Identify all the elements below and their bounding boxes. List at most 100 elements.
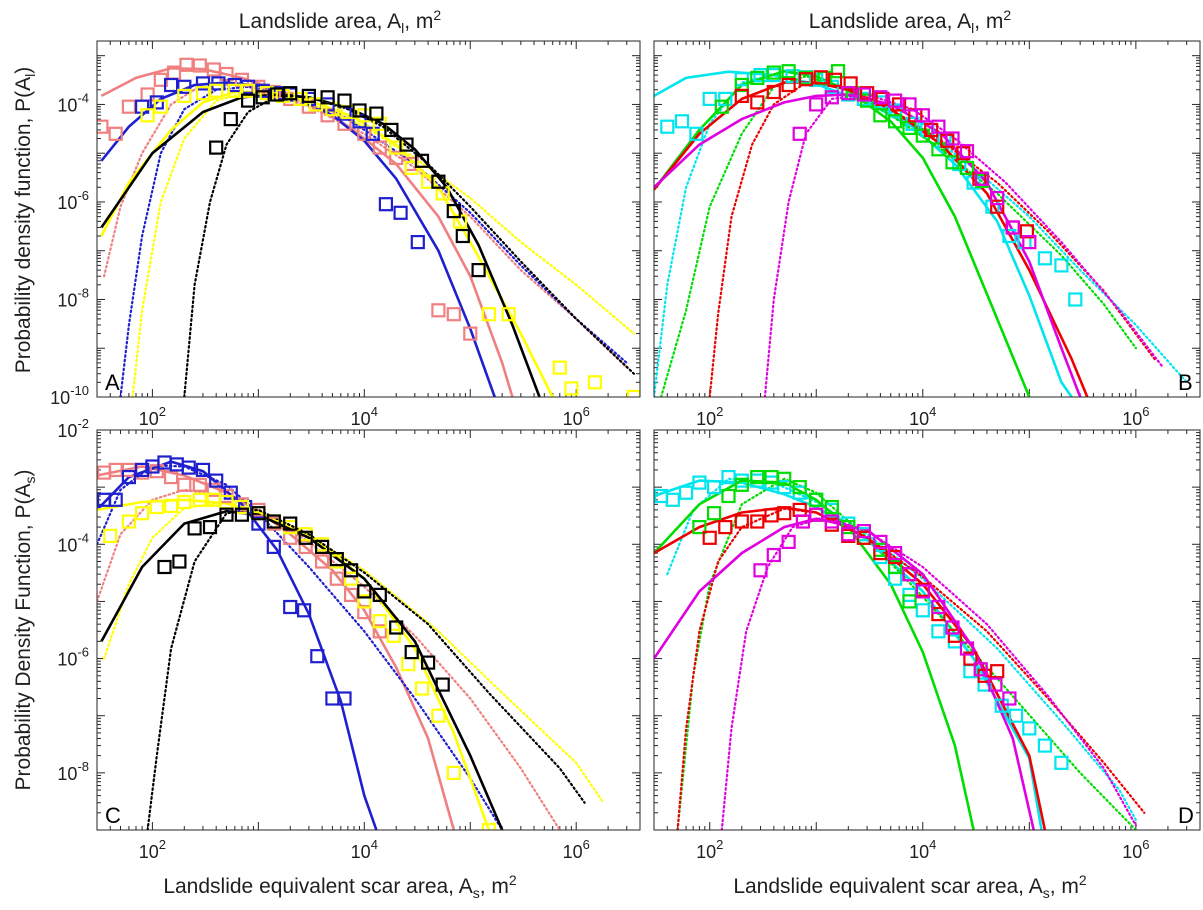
data-point-red: [734, 514, 749, 529]
data-point-black: [372, 587, 387, 603]
data-point-green: [959, 160, 975, 175]
data-point-yellow: [389, 140, 404, 155]
data-point-magenta: [887, 545, 903, 561]
data-point-yellow: [446, 765, 461, 781]
data-point-yellow: [501, 307, 516, 322]
data-point-cyan: [692, 475, 707, 490]
x-tick-base: 10: [1122, 842, 1142, 862]
data-point-cyan: [718, 91, 733, 107]
data-point-salmon: [192, 477, 207, 492]
x-tick-exp: 2: [716, 404, 723, 419]
data-point-magenta: [795, 514, 811, 529]
x-tick-base: 10: [351, 842, 371, 862]
data-point-salmon: [431, 303, 446, 318]
data-point-black: [172, 554, 187, 569]
data-point-red: [750, 514, 765, 529]
x-tick-exp: 4: [371, 837, 378, 852]
data-point-magenta: [945, 131, 960, 146]
x-tick-exp: 6: [583, 837, 590, 852]
x-tick-exp: 2: [159, 837, 166, 852]
data-point-red: [734, 88, 749, 104]
data-point-cyan: [977, 677, 992, 692]
y-tick-base: 10: [57, 650, 77, 670]
data-point-yellow: [552, 360, 567, 375]
data-point-green: [809, 492, 824, 507]
x-tick-label: 104: [909, 837, 936, 862]
y-tick-label: 10-2: [57, 416, 89, 441]
data-point-yellow: [103, 528, 118, 544]
data-point-black: [357, 584, 372, 599]
data-point-magenta: [973, 662, 988, 677]
data-point-green: [792, 480, 807, 495]
data-point-cyan: [1008, 708, 1024, 723]
data-point-cyan: [689, 126, 704, 141]
data-point-magenta: [902, 567, 917, 582]
data-point-blue: [195, 76, 211, 91]
x-tick-label: 102: [139, 404, 166, 429]
data-point-black: [384, 122, 399, 138]
y-tick-label: 10-6: [57, 188, 89, 213]
data-point-black: [446, 204, 461, 219]
data-point-yellow: [587, 375, 603, 390]
data-point-black: [234, 507, 249, 522]
data-point-magenta: [887, 93, 903, 108]
data-point-green: [766, 65, 781, 80]
plot-area: [654, 41, 1200, 397]
data-point-magenta: [959, 144, 975, 159]
x-tick-base: 10: [909, 409, 929, 429]
data-point-green: [721, 488, 736, 504]
data-point-yellow: [121, 514, 137, 529]
data-point-yellow: [149, 499, 164, 515]
data-point-cyan: [915, 603, 930, 618]
data-point-blue: [283, 599, 298, 615]
data-point-blue: [135, 462, 150, 477]
x-tick-exp: 6: [1142, 837, 1149, 852]
data-point-red: [990, 199, 1005, 214]
x-tick-base: 10: [139, 409, 159, 429]
data-point-black: [435, 677, 450, 692]
x-tick-exp: 2: [716, 837, 723, 852]
data-point-red: [859, 86, 875, 101]
data-point-black: [187, 521, 202, 536]
data-point-blue: [337, 691, 352, 706]
x-tick-exp: 4: [929, 404, 936, 419]
data-point-green: [841, 519, 856, 535]
y-tick-label: 10-4: [57, 90, 89, 115]
data-point-magenta: [988, 677, 1003, 692]
data-point-yellow: [564, 381, 579, 396]
y-tick-exp: -4: [77, 90, 89, 105]
dotted-fit-yellow: [131, 90, 636, 397]
data-point-black: [404, 644, 419, 660]
data-point-blue: [266, 539, 281, 555]
data-point-yellow: [177, 88, 192, 104]
data-point-green: [931, 142, 946, 157]
markers: [97, 455, 496, 830]
x-tick-base: 10: [563, 409, 583, 429]
data-point-black: [389, 620, 404, 635]
data-point-cyan: [1054, 755, 1069, 770]
data-point-blue: [378, 197, 393, 212]
data-point-black: [269, 87, 285, 102]
data-point-yellow: [357, 594, 372, 609]
markers: [97, 57, 640, 397]
data-point-cyan: [994, 698, 1009, 713]
x-tick-base: 10: [696, 842, 716, 862]
data-point-yellow: [177, 494, 192, 510]
data-point-cyan: [706, 480, 722, 495]
panel-label: C: [105, 803, 121, 828]
data-point-yellow: [209, 83, 224, 98]
data-point-salmon: [121, 99, 137, 114]
data-point-red: [702, 530, 717, 545]
x-tick-base: 10: [351, 409, 371, 429]
data-point-blue: [108, 492, 123, 507]
data-point-salmon: [179, 57, 194, 72]
y-tick-base: 10: [50, 388, 70, 408]
data-point-yellow: [153, 99, 168, 114]
y-tick-base: 10: [57, 421, 77, 441]
data-point-black: [223, 111, 238, 127]
data-point-cyan: [1054, 258, 1069, 273]
y-tick-exp: -2: [77, 416, 89, 431]
data-point-cyan: [674, 114, 690, 129]
data-point-blue: [410, 235, 425, 250]
